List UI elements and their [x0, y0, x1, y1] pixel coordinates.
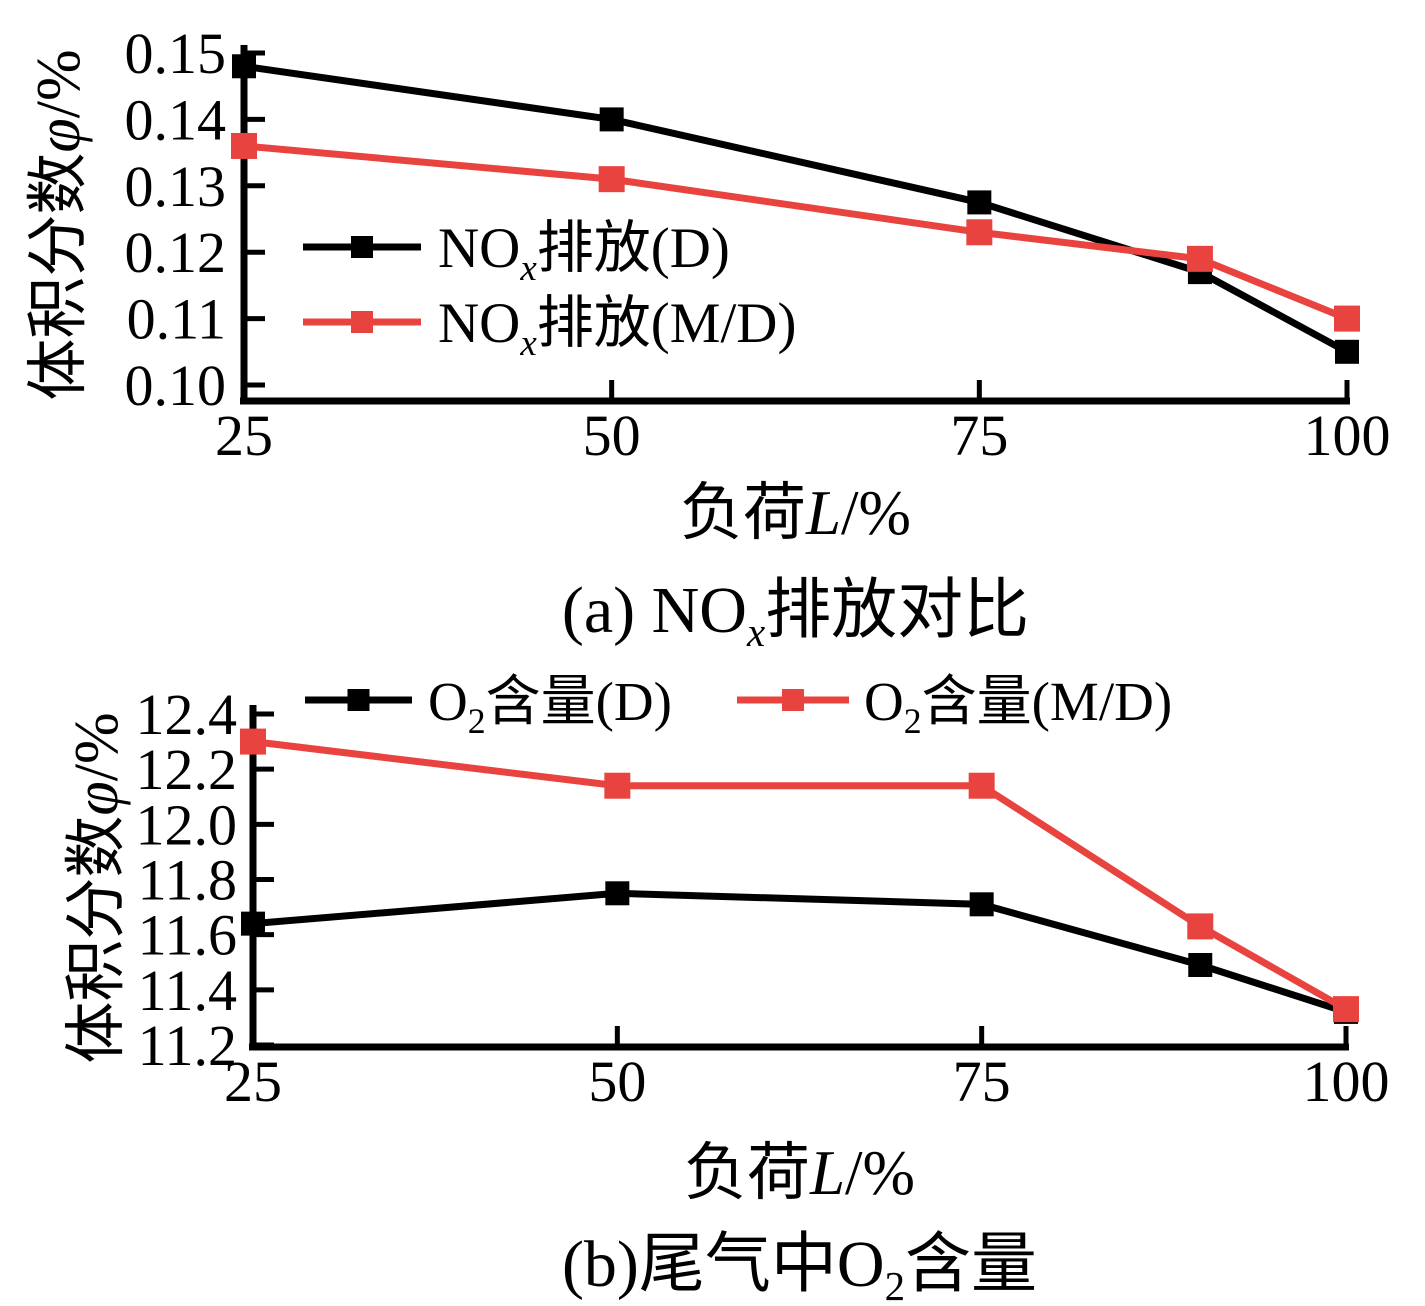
axis-lines: [240, 45, 1350, 405]
y-tick-label: 11.2: [138, 1013, 237, 1078]
legend-marker: [782, 689, 804, 711]
chart-a-plot: 0.100.110.120.130.140.15 25 50 75 100 NOx排放(D…: [125, 21, 1391, 468]
data-point-marker: [599, 107, 624, 132]
y-tick-label: 0.15: [125, 21, 227, 86]
legend-label: O2含量(D): [428, 671, 672, 741]
data-point-marker: [604, 772, 631, 799]
chart-a-x-axis-label: 负荷L/%: [679, 478, 912, 548]
x-tick-label: 100: [1303, 1049, 1390, 1114]
y-tick-label: 11.8: [138, 848, 237, 913]
chart-b-plot: 11.211.411.611.812.012.212.4 25 50 75 100 O2含…: [136, 671, 1390, 1114]
data-point-marker: [605, 881, 630, 906]
y-tick-label: 12.4: [136, 682, 238, 747]
legend-marker: [347, 689, 370, 711]
legend-marker: [351, 236, 373, 258]
y-tick-label: 0.10: [125, 353, 227, 418]
axis-lines: [249, 705, 1349, 1051]
data-point-marker: [967, 190, 992, 215]
legend-label: NOx排放(M/D): [438, 292, 796, 364]
data-point-marker: [231, 132, 257, 159]
chart-b-caption: (b)尾气中O2含量: [561, 1228, 1038, 1306]
data-point-marker: [968, 772, 995, 799]
y-tick-label: 0.12: [125, 220, 227, 285]
x-tick-label: 100: [1304, 403, 1391, 468]
data-point-marker: [966, 219, 993, 246]
data-point-marker: [1334, 305, 1360, 332]
chart-b-x-axis-label: 负荷L/%: [683, 1138, 916, 1208]
data-point-marker: [1333, 996, 1359, 1023]
data-point-marker: [969, 892, 994, 917]
y-tick-label: 11.4: [138, 958, 237, 1023]
legend-marker: [351, 311, 373, 333]
chart-a-caption: (a) NOx排放对比: [561, 574, 1030, 656]
x-tick-label: 75: [950, 403, 1008, 468]
data-point-marker: [1335, 339, 1359, 364]
data-point-marker: [240, 728, 266, 755]
series-line: [252, 738, 1348, 1013]
y-tick-label: 0.11: [127, 287, 226, 352]
data-point-marker: [1188, 953, 1213, 978]
data-point-marker: [232, 54, 256, 79]
data-point-marker: [598, 166, 625, 193]
legend-label: O2含量(M/D): [864, 671, 1172, 741]
x-tick-label: 50: [588, 1049, 646, 1114]
data-point-marker: [241, 911, 265, 936]
x-tick-label: 75: [953, 1049, 1011, 1114]
x-tick-label: 25: [215, 403, 273, 468]
y-tick-label: 12.2: [136, 737, 238, 802]
y-tick-label: 12.0: [136, 792, 238, 857]
y-tick-label: 0.13: [125, 154, 227, 219]
y-tick-label: 11.6: [138, 903, 237, 968]
y-tick-label: 0.14: [125, 87, 227, 152]
data-point-marker: [1186, 245, 1213, 272]
data-point-marker: [1187, 913, 1214, 940]
legend-label: NOx排放(D): [438, 217, 730, 289]
x-tick-label: 25: [224, 1049, 282, 1114]
x-tick-label: 50: [583, 403, 641, 468]
